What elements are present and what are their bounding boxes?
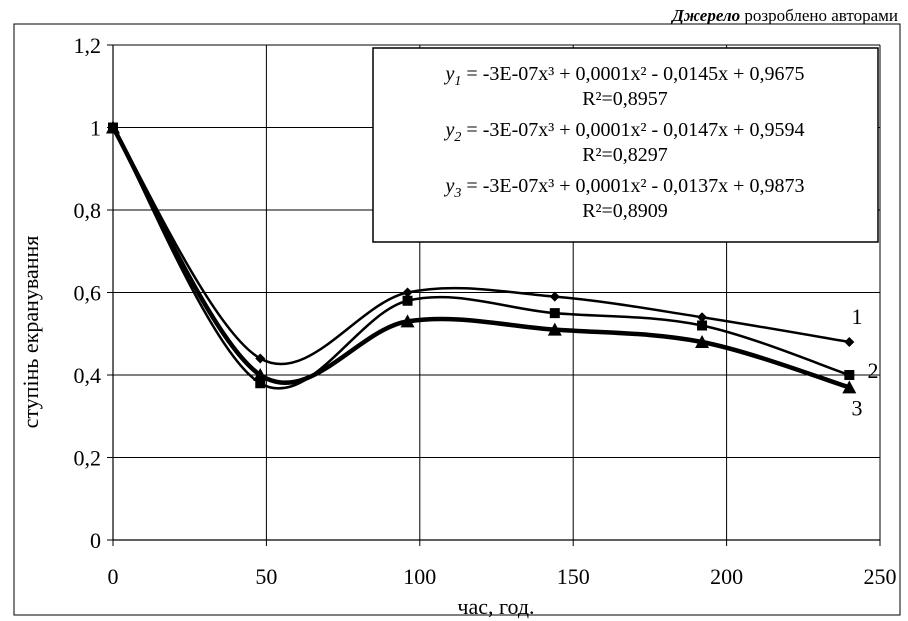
source-note-text: розроблено авторами: [740, 6, 898, 25]
data-point-3: [695, 335, 710, 348]
data-point-2: [697, 320, 708, 331]
tick-labels: 0 0,2 0,4 0,6 0,8 1 1,2 0 50 100 150 200 250: [74, 33, 897, 589]
series-label-3: 3: [852, 395, 863, 420]
data-point-3: [253, 368, 268, 381]
chart-frame: [13, 23, 901, 616]
equation-1: y1 = -3E-07x³ + 0,0001x² - 0,0145x + 0,9…: [444, 63, 805, 89]
x-tick-label: 150: [557, 564, 590, 589]
data-point-2: [549, 308, 560, 319]
equation-box-frame: [372, 47, 879, 243]
y-tick-label: 0,2: [74, 446, 102, 471]
data-point-1: [549, 291, 560, 302]
x-tick-label: 50: [255, 564, 277, 589]
data-point-2: [402, 295, 413, 306]
x-tick-label: 200: [710, 564, 743, 589]
data-point-2: [844, 370, 855, 380]
data-point-1: [255, 353, 266, 364]
y-tick-label: 0,6: [74, 281, 102, 306]
data-point-1: [844, 337, 855, 347]
y-tick-label: 0,8: [74, 198, 102, 223]
r-squared-2: R²=0,8297: [582, 144, 668, 166]
y-axis-title: ступінь екранування: [18, 236, 43, 429]
x-tick-label: 100: [403, 564, 436, 589]
y-tick-label: 0,4: [74, 363, 102, 388]
series-group: [106, 120, 857, 394]
equation-box: y1 = -3E-07x³ + 0,0001x² - 0,0145x + 0,9…: [372, 47, 879, 243]
series-line-1: [111, 126, 850, 366]
equation-2: y2 = -3E-07x³ + 0,0001x² - 0,0147x + 0,9…: [444, 119, 805, 145]
data-point-1: [402, 287, 413, 298]
data-point-1: [697, 312, 708, 323]
series-label-1: 1: [852, 304, 863, 329]
equation-3: y3 = -3E-07x³ + 0,0001x² - 0,0137x + 0,9…: [444, 175, 805, 201]
r-squared-1: R²=0,8957: [582, 88, 668, 110]
source-note: Джерело розроблено авторами: [672, 6, 898, 26]
series-1: [108, 122, 855, 366]
series-labels: 1 23: [852, 304, 879, 420]
y-tick-label: 1: [90, 116, 101, 141]
data-point-2: [255, 378, 266, 389]
y-tick-label: 1,2: [74, 33, 102, 58]
x-tick-label: 0: [108, 564, 119, 589]
series-3: [106, 120, 857, 394]
series-label-2: 2: [868, 358, 879, 383]
data-point-3: [547, 322, 562, 336]
x-tick-label: 250: [864, 564, 897, 589]
r-squared-3: R²=0,8909: [582, 200, 668, 222]
data-point-3: [400, 314, 415, 328]
data-point-3: [842, 380, 857, 394]
source-note-bold: Джерело: [672, 6, 741, 25]
x-axis-title: час, год.: [457, 594, 534, 619]
y-tick-label: 0: [90, 528, 101, 553]
data-point-3: [106, 120, 120, 134]
